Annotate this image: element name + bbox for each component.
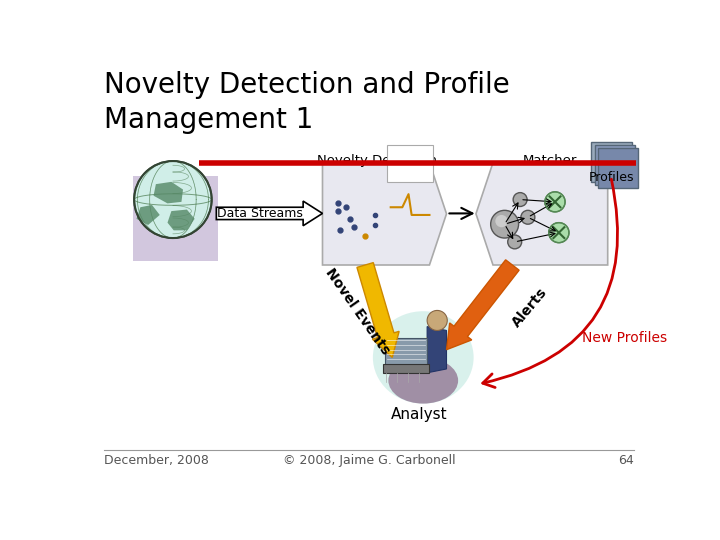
FancyArrow shape: [446, 260, 519, 350]
FancyBboxPatch shape: [387, 145, 433, 182]
Circle shape: [134, 161, 212, 238]
Polygon shape: [476, 163, 608, 265]
FancyBboxPatch shape: [595, 145, 635, 185]
Text: Novelty Detection and Profile
Management 1: Novelty Detection and Profile Management…: [104, 71, 510, 133]
Circle shape: [427, 310, 447, 330]
FancyBboxPatch shape: [591, 142, 631, 182]
Text: New Profiles: New Profiles: [582, 331, 667, 345]
Circle shape: [495, 215, 508, 227]
Text: Data Streams: Data Streams: [217, 207, 302, 220]
Text: Matcher: Matcher: [523, 154, 577, 167]
Polygon shape: [153, 182, 183, 204]
Polygon shape: [137, 205, 160, 225]
Polygon shape: [216, 201, 323, 226]
Circle shape: [513, 193, 527, 206]
Text: © 2008, Jaime G. Carbonell: © 2008, Jaime G. Carbonell: [284, 454, 456, 467]
Polygon shape: [384, 338, 427, 369]
Ellipse shape: [388, 357, 458, 403]
Text: Profiles: Profiles: [589, 172, 634, 185]
Text: Alerts: Alerts: [509, 285, 550, 330]
Circle shape: [490, 210, 518, 238]
Text: Novelty Detection: Novelty Detection: [317, 154, 437, 167]
Text: Novel Events: Novel Events: [323, 265, 392, 357]
Circle shape: [521, 210, 535, 224]
Text: December, 2008: December, 2008: [104, 454, 209, 467]
FancyArrowPatch shape: [483, 179, 618, 388]
FancyBboxPatch shape: [598, 148, 638, 188]
Polygon shape: [132, 177, 218, 261]
Polygon shape: [323, 163, 446, 265]
Text: 64: 64: [618, 454, 634, 467]
Circle shape: [508, 235, 522, 249]
Ellipse shape: [373, 311, 474, 403]
FancyArrow shape: [357, 262, 399, 357]
Circle shape: [545, 192, 565, 212]
Ellipse shape: [418, 336, 444, 363]
Polygon shape: [427, 327, 446, 373]
Circle shape: [549, 222, 569, 242]
Polygon shape: [168, 210, 194, 231]
Text: Analyst: Analyst: [391, 408, 448, 422]
FancyBboxPatch shape: [383, 363, 429, 373]
